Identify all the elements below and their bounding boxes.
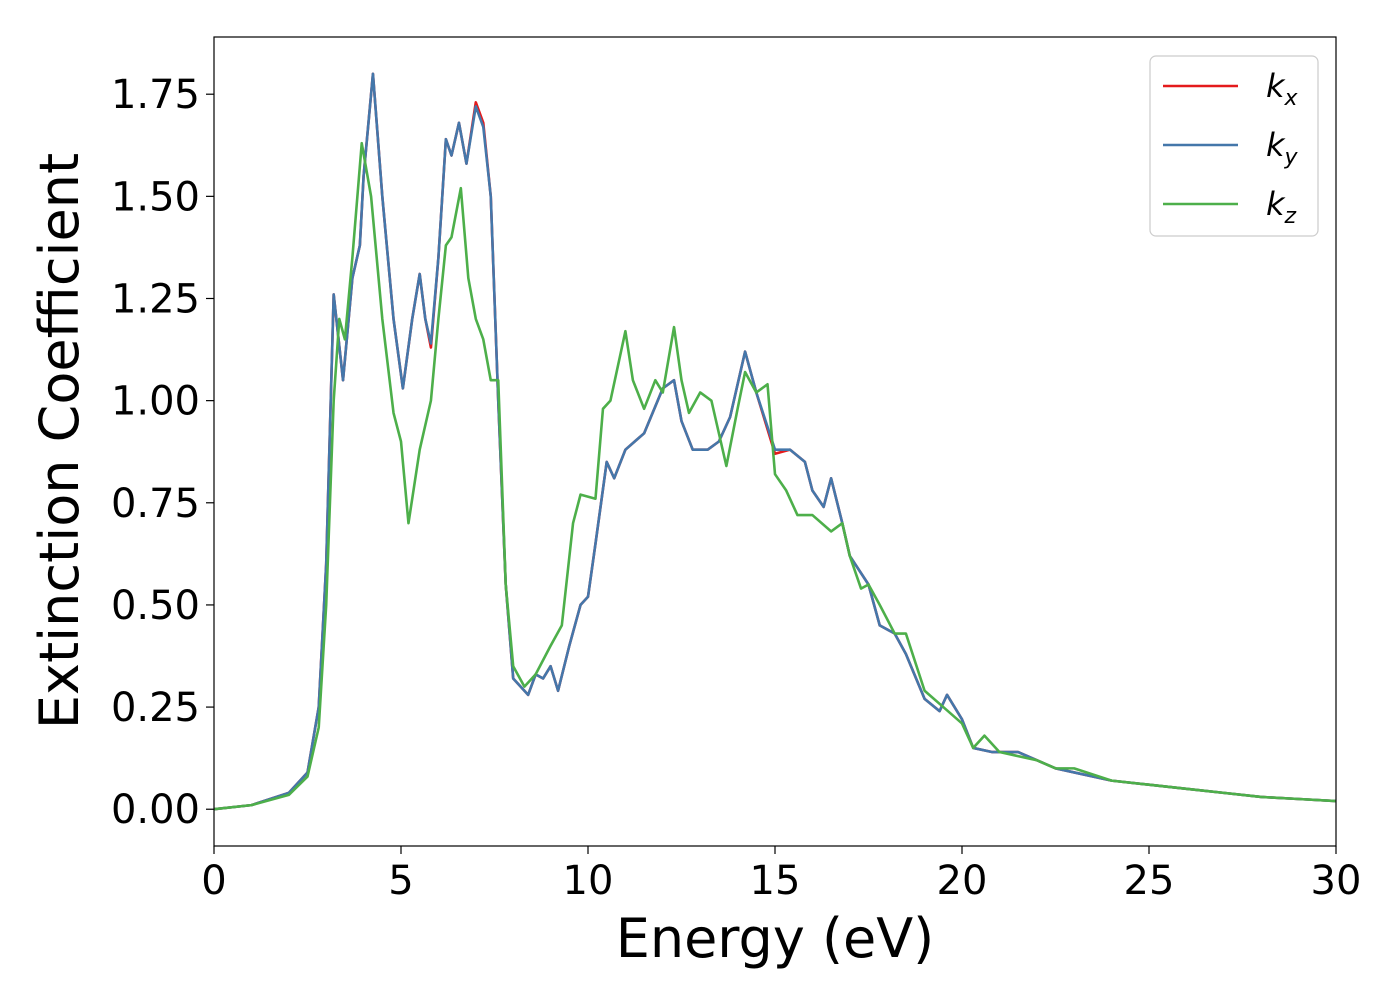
x-tick-label: 25 bbox=[1124, 858, 1175, 904]
y-tick-label: 1.00 bbox=[111, 379, 200, 425]
x-tick-label: 15 bbox=[750, 858, 801, 904]
series-line-kz bbox=[214, 141, 1336, 811]
plot-area bbox=[214, 72, 1336, 811]
axes-layer: 0 5 10 15 20 25 30 0.00 0.25 0.50 0.75 1.00 1.25 1.50… bbox=[111, 36, 1362, 904]
x-axis-label: Energy (eV) bbox=[616, 907, 935, 970]
y-tick-label: 0.75 bbox=[111, 481, 200, 527]
y-axis-label: Extinction Coefficient bbox=[28, 153, 91, 729]
y-tick-label: 0.25 bbox=[111, 685, 200, 731]
y-tick-label: 0.50 bbox=[111, 583, 200, 629]
legend-label-ky: ky bbox=[1266, 126, 1299, 170]
x-tick-label: 30 bbox=[1311, 858, 1362, 904]
x-tick-label: 5 bbox=[388, 858, 413, 904]
series-line-ky bbox=[214, 72, 1336, 811]
y-tick-label: 0.00 bbox=[111, 787, 200, 833]
legend-label-kx: kx bbox=[1266, 67, 1299, 111]
y-tick-label: 1.75 bbox=[111, 72, 200, 118]
y-tick-label: 1.50 bbox=[111, 174, 200, 220]
x-tick-label: 0 bbox=[201, 858, 226, 904]
x-tick-label: 20 bbox=[937, 858, 988, 904]
x-tick-label: 10 bbox=[563, 858, 614, 904]
y-tick-label: 1.25 bbox=[111, 276, 200, 322]
